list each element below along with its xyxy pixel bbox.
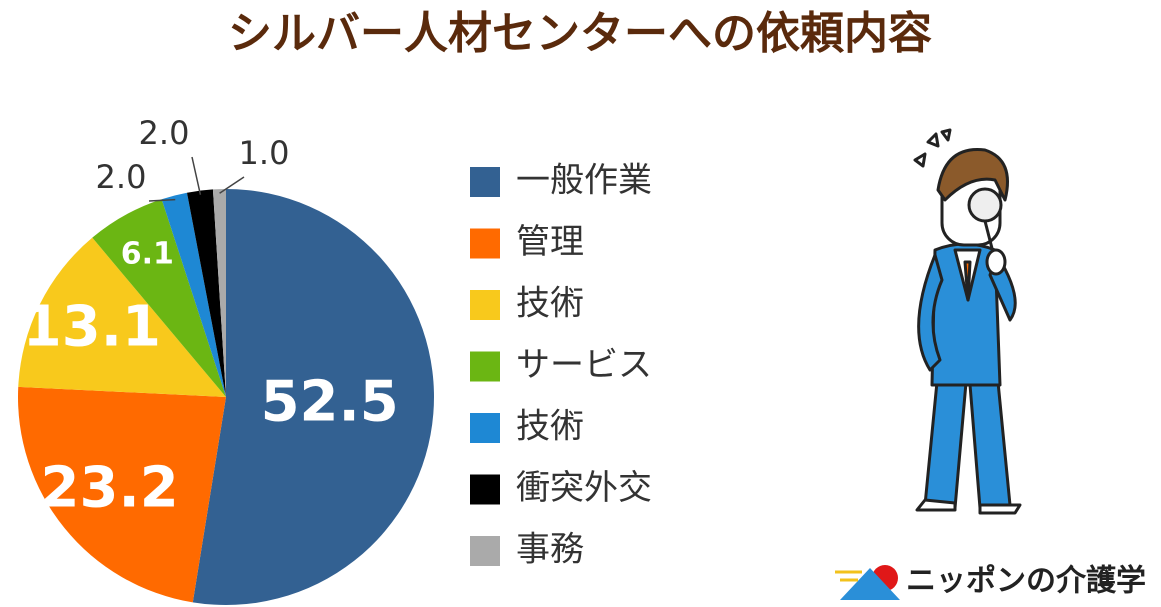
pie-slice xyxy=(212,189,226,397)
legend-swatch xyxy=(470,167,500,197)
pie-slice xyxy=(17,386,226,603)
legend-swatch xyxy=(470,413,500,443)
legend-swatch xyxy=(470,228,500,259)
legend-label: サービス xyxy=(516,345,652,385)
legend-label: 事務 xyxy=(516,530,584,570)
pie-slice xyxy=(192,189,434,605)
legend-swatch xyxy=(470,536,500,566)
legend-swatch xyxy=(470,351,500,382)
data-label: 13.1 xyxy=(23,295,161,360)
legend-label: 衝突外交 xyxy=(516,468,652,508)
logo-text: ニッポンの介護学 xyxy=(906,564,1146,599)
logo: ニッポンの介護学 xyxy=(835,564,1146,600)
legend-label: 技術 xyxy=(516,407,584,447)
data-label: 2.0 xyxy=(139,114,190,152)
pie-slice xyxy=(18,237,227,397)
chart-title: シルバー人材センターへの依頼内容 xyxy=(228,8,932,59)
data-label: 6.1 xyxy=(121,237,174,272)
legend-swatch xyxy=(470,290,500,320)
pie-slice xyxy=(186,189,226,397)
legend-label: 一般作業 xyxy=(516,161,652,201)
data-label: 23.2 xyxy=(41,455,179,520)
leader-line xyxy=(219,176,245,194)
legend-label: 技術 xyxy=(516,284,584,324)
data-label: 1.0 xyxy=(239,134,290,172)
leader-line xyxy=(148,198,176,202)
legend-swatch xyxy=(470,474,500,505)
data-label: 52.5 xyxy=(261,369,399,434)
illustration xyxy=(913,128,1022,515)
pie-slice xyxy=(161,192,226,397)
leader-line xyxy=(191,156,202,195)
data-label: 2.0 xyxy=(96,158,147,196)
legend-label: 管理 xyxy=(516,222,584,262)
pie-slice xyxy=(92,199,227,397)
